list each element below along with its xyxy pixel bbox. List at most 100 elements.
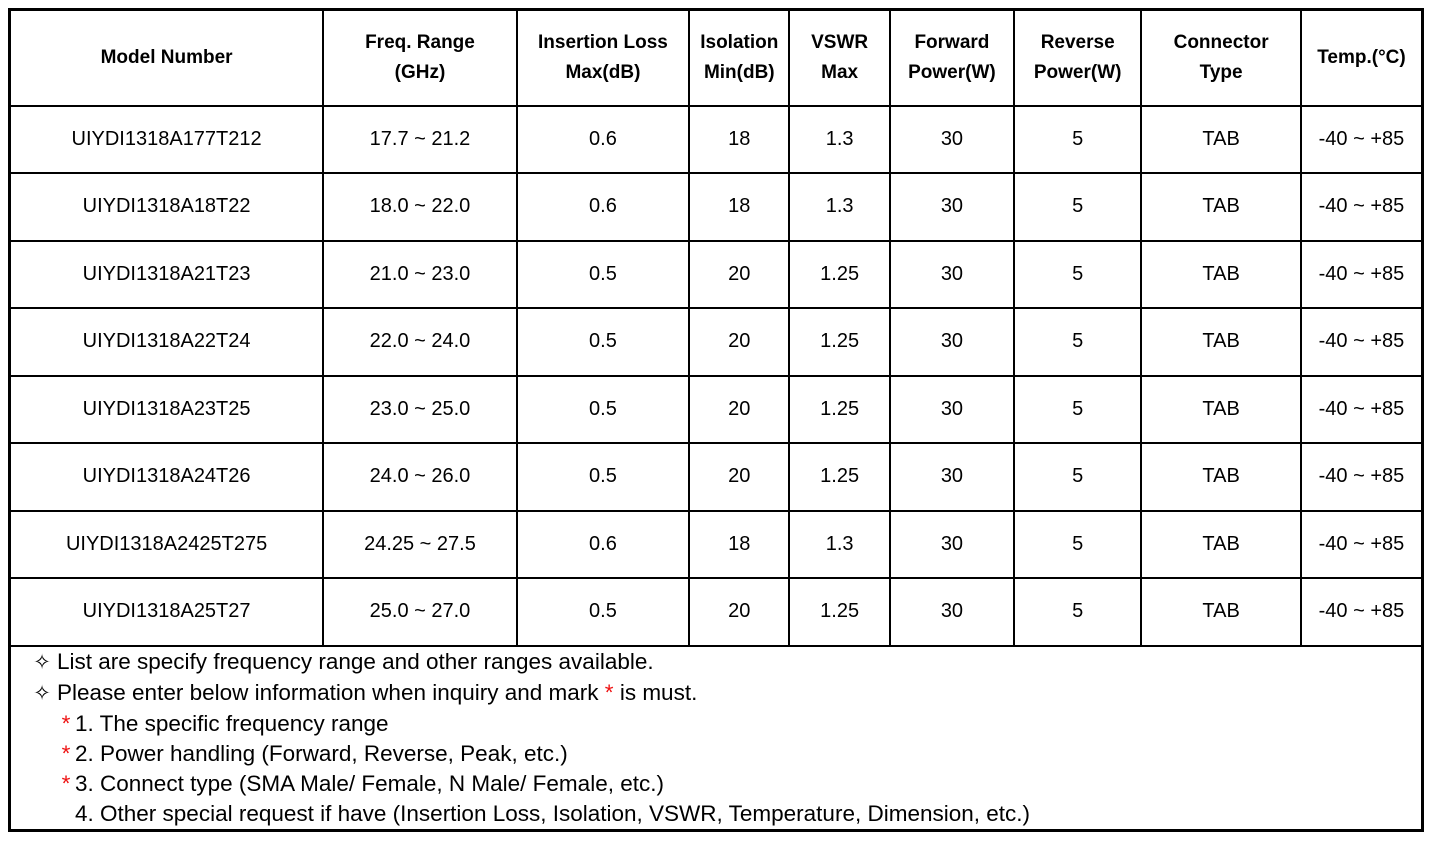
cell-forward-power: 30	[888, 577, 1016, 647]
note-line: * 1. The specific frequency range	[15, 709, 1417, 739]
cell-freq-range: 21.0 ~ 23.0	[322, 239, 518, 309]
column-header-model-number: Model Number	[8, 8, 325, 107]
column-header-connector-type: Connector Type	[1140, 8, 1302, 107]
cell-temp: -40 ~ +85	[1299, 307, 1424, 377]
table-row: UIYDI1318A22T24 22.0 ~ 24.0 0.5 20 1.25 30 5 TA…	[8, 307, 1424, 377]
cell-vswr: 1.25	[788, 577, 891, 647]
cell-connector-type: TAB	[1140, 577, 1302, 647]
table-row: UIYDI1318A23T25 23.0 ~ 25.0 0.5 20 1.25 30 5 TA…	[8, 374, 1424, 444]
cell-vswr: 1.3	[788, 509, 891, 579]
cell-isolation: 18	[688, 104, 791, 174]
cell-isolation: 18	[688, 172, 791, 242]
note-line: 4. Other special request if have (Insert…	[15, 799, 1417, 829]
cell-reverse-power: 5	[1013, 307, 1143, 377]
note-text: 1. The specific frequency range	[75, 710, 389, 736]
cell-reverse-power: 5	[1013, 509, 1143, 579]
cell-model-number: UIYDI1318A18T22	[8, 172, 325, 242]
column-header-reverse-power: Reverse Power(W)	[1013, 8, 1143, 107]
cell-reverse-power: 5	[1013, 442, 1143, 512]
cell-forward-power: 30	[888, 374, 1016, 444]
cell-model-number: UIYDI1318A22T24	[8, 307, 325, 377]
column-header-vswr: VSWR Max	[788, 8, 891, 107]
diamond-bullet-icon: ✧	[33, 650, 51, 674]
cell-forward-power: 30	[888, 442, 1016, 512]
note-text: 3. Connect type (SMA Male/ Female, N Mal…	[75, 770, 664, 796]
header-row: Model Number Freq. Range (GHz) Insertion L…	[8, 8, 1424, 107]
cell-forward-power: 30	[888, 104, 1016, 174]
cell-connector-type: TAB	[1140, 509, 1302, 579]
column-header-freq-range: Freq. Range (GHz)	[322, 8, 518, 107]
cell-reverse-power: 5	[1013, 577, 1143, 647]
cell-model-number: UIYDI1318A23T25	[8, 374, 325, 444]
cell-temp: -40 ~ +85	[1299, 374, 1424, 444]
cell-reverse-power: 5	[1013, 374, 1143, 444]
table-row: UIYDI1318A24T26 24.0 ~ 26.0 0.5 20 1.25 30 5 TA…	[8, 442, 1424, 512]
cell-insertion-loss: 0.6	[515, 104, 691, 174]
cell-vswr: 1.25	[788, 442, 891, 512]
column-header-temp: Temp.(°C)	[1299, 8, 1424, 107]
cell-connector-type: TAB	[1140, 442, 1302, 512]
cell-isolation: 18	[688, 509, 791, 579]
required-mark: *	[61, 710, 71, 736]
column-header-insertion-loss: Insertion Loss Max(dB)	[515, 8, 691, 107]
spec-table: Model Number Freq. Range (GHz) Insertion L…	[8, 8, 1424, 832]
notes-cell: ✧ List are specify frequency range and ot…	[8, 644, 1424, 831]
cell-isolation: 20	[688, 577, 791, 647]
cell-insertion-loss: 0.6	[515, 172, 691, 242]
cell-connector-type: TAB	[1140, 374, 1302, 444]
cell-model-number: UIYDI1318A25T27	[8, 577, 325, 647]
cell-forward-power: 30	[888, 307, 1016, 377]
cell-vswr: 1.25	[788, 374, 891, 444]
cell-vswr: 1.3	[788, 104, 891, 174]
cell-reverse-power: 5	[1013, 104, 1143, 174]
table-row: UIYDI1318A177T212 17.7 ~ 21.2 0.6 18 1.3 30 5 T…	[8, 104, 1424, 174]
cell-vswr: 1.3	[788, 172, 891, 242]
cell-isolation: 20	[688, 442, 791, 512]
cell-reverse-power: 5	[1013, 239, 1143, 309]
cell-connector-type: TAB	[1140, 307, 1302, 377]
note-text: 4. Other special request if have (Insert…	[75, 800, 1031, 826]
spec-table-body: UIYDI1318A177T212 17.7 ~ 21.2 0.6 18 1.3 30 5 T…	[8, 104, 1424, 647]
cell-model-number: UIYDI1318A2425T275	[8, 509, 325, 579]
table-row: UIYDI1318A25T27 25.0 ~ 27.0 0.5 20 1.25 30 5 TA…	[8, 577, 1424, 647]
column-header-isolation: Isolation Min(dB)	[688, 8, 791, 107]
cell-isolation: 20	[688, 307, 791, 377]
cell-forward-power: 30	[888, 509, 1016, 579]
cell-reverse-power: 5	[1013, 172, 1143, 242]
table-row: UIYDI1318A21T23 21.0 ~ 23.0 0.5 20 1.25 30 5 TA…	[8, 239, 1424, 309]
table-row: UIYDI1318A2425T275 24.25 ~ 27.5 0.6 18 1.3 30…	[8, 509, 1424, 579]
cell-vswr: 1.25	[788, 239, 891, 309]
cell-freq-range: 25.0 ~ 27.0	[322, 577, 518, 647]
required-mark: *	[61, 740, 71, 766]
cell-insertion-loss: 0.5	[515, 577, 691, 647]
spec-table-header: Model Number Freq. Range (GHz) Insertion L…	[8, 8, 1424, 107]
cell-insertion-loss: 0.5	[515, 374, 691, 444]
cell-freq-range: 18.0 ~ 22.0	[322, 172, 518, 242]
note-text: Please enter below information when inqu…	[57, 679, 698, 705]
cell-isolation: 20	[688, 239, 791, 309]
cell-model-number: UIYDI1318A21T23	[8, 239, 325, 309]
cell-model-number: UIYDI1318A24T26	[8, 442, 325, 512]
required-mark: *	[61, 770, 71, 796]
notes-list: ✧ List are specify frequency range and ot…	[15, 647, 1417, 829]
cell-freq-range: 17.7 ~ 21.2	[322, 104, 518, 174]
cell-forward-power: 30	[888, 172, 1016, 242]
cell-insertion-loss: 0.5	[515, 307, 691, 377]
note-line: * 2. Power handling (Forward, Reverse, Pe…	[15, 739, 1417, 769]
cell-connector-type: TAB	[1140, 104, 1302, 174]
cell-forward-power: 30	[888, 239, 1016, 309]
column-header-forward-power: Forward Power(W)	[888, 8, 1016, 107]
spec-table-footer: ✧ List are specify frequency range and ot…	[8, 644, 1424, 831]
table-row: UIYDI1318A18T22 18.0 ~ 22.0 0.6 18 1.3 30 5 TAB…	[8, 172, 1424, 242]
cell-temp: -40 ~ +85	[1299, 239, 1424, 309]
cell-freq-range: 22.0 ~ 24.0	[322, 307, 518, 377]
cell-isolation: 20	[688, 374, 791, 444]
notes-row: ✧ List are specify frequency range and ot…	[8, 644, 1424, 831]
note-line: ✧ List are specify frequency range and ot…	[15, 647, 1417, 677]
diamond-bullet-icon: ✧	[33, 681, 51, 705]
note-line: ✧ Please enter below information when inq…	[15, 678, 1417, 709]
note-text: List are specify frequency range and oth…	[57, 648, 654, 674]
cell-freq-range: 24.0 ~ 26.0	[322, 442, 518, 512]
cell-model-number: UIYDI1318A177T212	[8, 104, 325, 174]
